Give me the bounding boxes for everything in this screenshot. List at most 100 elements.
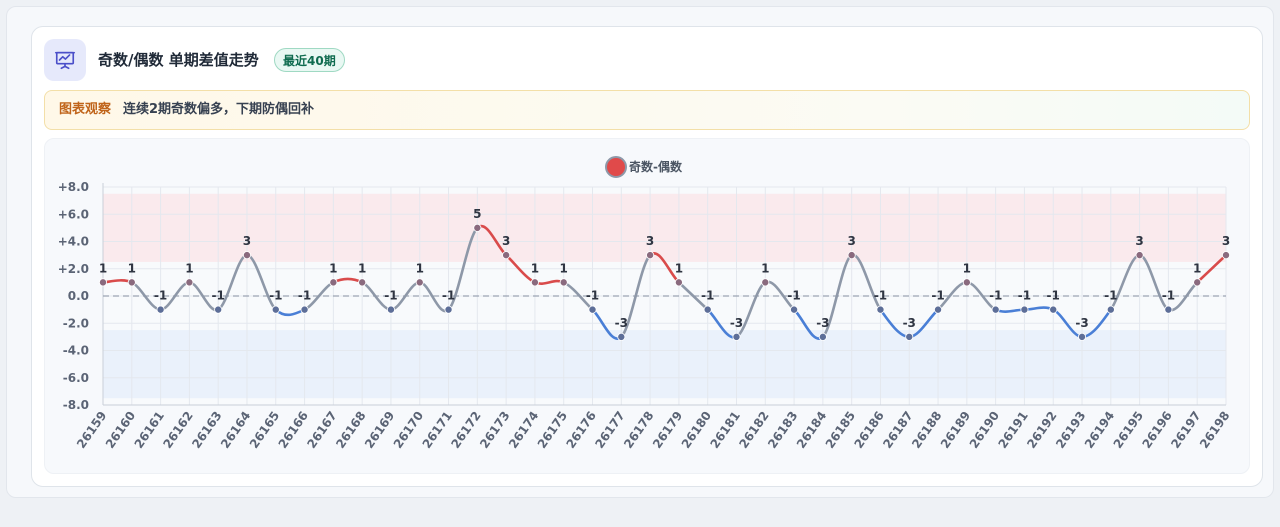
data-label: -1 [212,289,225,303]
data-label: -1 [1104,289,1117,303]
x-tick-label: 26198 [1197,409,1232,451]
lower-band [103,330,1226,399]
data-label: 1 [1193,261,1201,275]
data-label: -1 [384,289,397,303]
data-label: 1 [761,261,769,275]
data-point [934,305,943,314]
data-label: 1 [531,261,539,275]
data-label: -1 [1018,289,1031,303]
data-point [1020,305,1029,314]
data-label: 1 [329,261,337,275]
series-line-segment [447,226,479,311]
data-point [1222,251,1231,260]
data-point [732,332,741,341]
y-tick-label: +8.0 [58,180,89,194]
observation-label: 图表观察 [59,102,112,117]
data-point [559,278,568,287]
y-tick-label: +2.0 [58,262,89,276]
data-label: 1 [185,261,193,275]
data-label: -1 [154,289,167,303]
data-point [214,305,223,314]
data-point [502,251,511,260]
data-label: -3 [615,316,628,330]
data-point [530,278,539,287]
data-point [588,305,597,314]
data-point [1193,278,1202,287]
data-label: 3 [1135,234,1143,248]
y-tick-label: -2.0 [63,316,89,330]
data-point [761,278,770,287]
data-point [646,251,655,260]
data-label: -1 [269,289,282,303]
data-label: 1 [560,261,568,275]
data-point [99,278,108,287]
data-label: -1 [787,289,800,303]
y-tick-label: -4.0 [63,344,89,358]
data-point [473,223,482,232]
series-line-segment [821,253,853,339]
chart-card: 奇数/偶数 单期差值走势 最近40期 图表观察 连续2期奇数偏多，下期防偶回补 … [31,26,1263,487]
data-point [444,305,453,314]
data-point [674,278,683,287]
y-tick-label: +6.0 [58,207,89,221]
data-label: -1 [1047,289,1060,303]
line-chart: +8.0 +6.0 +4.0 +2.0 0.0 -2.0 -4.0 -6.0 -8.0 1 1 -1 1… [58,156,1232,451]
data-point [242,251,251,260]
y-tick-label: 0.0 [68,289,89,303]
data-point [847,251,856,260]
data-point [386,305,395,314]
data-point [876,305,885,314]
data-label: 3 [1222,234,1230,248]
card-title: 奇数/偶数 单期差值走势 [98,51,259,69]
data-label: -1 [989,289,1002,303]
series-line-segment [620,253,652,339]
data-label: -3 [1075,316,1088,330]
data-point [156,305,165,314]
data-label: 3 [243,234,251,248]
legend-label: 奇数-偶数 [629,159,683,174]
data-label: 1 [358,261,366,275]
data-point [962,278,971,287]
chart-area: +8.0 +6.0 +4.0 +2.0 0.0 -2.0 -4.0 -6.0 -8.0 1 1 -1 1… [44,138,1250,474]
presentation-chart-icon [44,39,86,81]
data-label: -3 [730,316,743,330]
data-point [358,278,367,287]
page-container: 奇数/偶数 单期差值走势 最近40期 图表观察 连续2期奇数偏多，下期防偶回补 … [6,6,1274,498]
data-label: 1 [963,261,971,275]
y-tick-label: -6.0 [63,371,89,385]
data-label: -1 [586,289,599,303]
data-point [271,305,280,314]
data-point [617,332,626,341]
data-label: 5 [473,207,481,221]
data-label: 3 [847,234,855,248]
observation-banner: 图表观察 连续2期奇数偏多，下期防偶回补 [44,90,1250,130]
data-label: -1 [874,289,887,303]
period-badge: 最近40期 [274,48,345,72]
data-label: -3 [816,316,829,330]
upper-band [103,193,1226,262]
data-point [329,278,338,287]
data-point [1164,305,1173,314]
data-point [1078,332,1087,341]
data-point [185,278,194,287]
data-point [1106,305,1115,314]
data-label: -1 [1162,289,1175,303]
data-label: -1 [931,289,944,303]
y-tick-label: +4.0 [58,235,89,249]
data-label: 3 [502,234,510,248]
legend-marker [605,156,627,178]
data-label: 1 [416,261,424,275]
data-point [1049,305,1058,314]
data-label: 3 [646,234,654,248]
data-label: -1 [298,289,311,303]
data-label: -3 [903,316,916,330]
data-point [818,332,827,341]
data-point [415,278,424,287]
data-point [905,332,914,341]
data-label: -1 [442,289,455,303]
data-point [790,305,799,314]
data-point [300,305,309,314]
data-label: 1 [128,261,136,275]
data-label: -1 [701,289,714,303]
y-tick-label: -8.0 [63,398,89,412]
